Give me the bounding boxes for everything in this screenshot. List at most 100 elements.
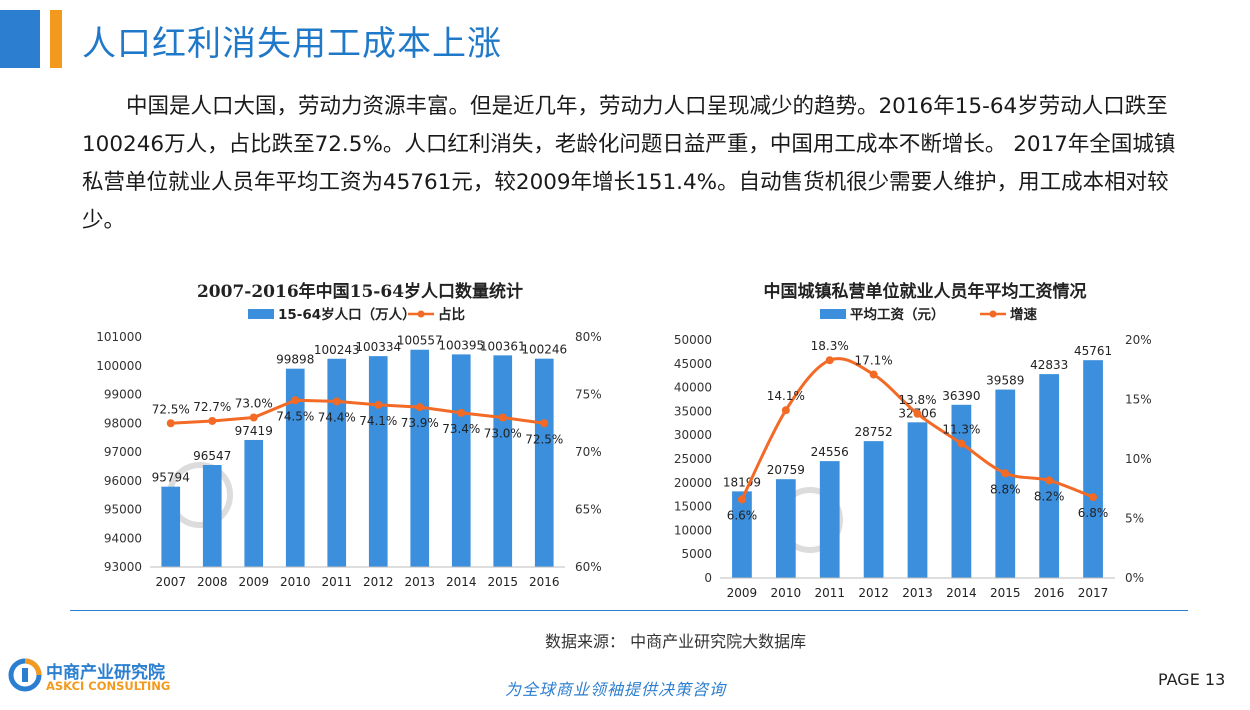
wage-chart-legend-bar-label: 平均工资（元）: [850, 306, 945, 323]
wage-chart-bar-label: 28752: [855, 425, 893, 439]
wage-chart-bar-label: 39589: [986, 374, 1024, 388]
wage-chart-x-tick: 2010: [771, 586, 802, 600]
wage-chart-line-point: [1001, 469, 1010, 478]
wage-chart-y-tick: 45000: [674, 357, 712, 371]
wage-chart-line-label: 8.8%: [990, 482, 1021, 496]
pop-chart-bar: [161, 486, 181, 567]
askci-logo: 中商产业研究院 ASKCI CONSULTING: [8, 658, 178, 694]
data-source: 数据来源： 中商产业研究院大数据库: [545, 632, 807, 651]
wage-chart-legend-line-label: 增速: [1010, 306, 1038, 323]
wage-chart-x-tick: 2009: [727, 586, 758, 600]
pop-chart-bar-label: 100243: [314, 343, 360, 357]
pop-chart-bar: [451, 354, 471, 567]
pop-chart-line-label: 73.0%: [235, 397, 273, 411]
pop-chart-line-label: 73.4%: [442, 422, 480, 436]
pop-chart-y-tick: 94000: [104, 531, 142, 545]
wage-chart-x-tick: 2013: [902, 586, 933, 600]
pop-chart-y2-tick: 80%: [575, 330, 602, 344]
pop-chart-bar-label: 100334: [355, 340, 401, 354]
pop-chart-line-label: 73.9%: [401, 416, 439, 430]
logo-icon: [8, 658, 42, 692]
pop-chart-x-tick: 2013: [404, 575, 435, 589]
pop-chart-bar: [202, 465, 222, 567]
wage-chart-line-point: [1045, 476, 1054, 485]
wage-chart-bar: [995, 389, 1016, 578]
wage-chart-bar-label: 42833: [1030, 358, 1068, 372]
pop-chart-x-tick: 2016: [529, 575, 560, 589]
wage-chart-line-point: [781, 406, 790, 415]
pop-chart-x-tick: 2009: [238, 575, 269, 589]
wage-chart-bar: [1083, 360, 1103, 578]
page-number: PAGE 13: [1158, 670, 1226, 689]
wage-chart-legend-bar-swatch: [820, 309, 846, 319]
wage-chart-y-tick: 10000: [674, 523, 712, 537]
wage-chart-line-point: [869, 370, 878, 379]
wage-chart-line-label: 11.3%: [942, 423, 980, 437]
logo-text-cn: 中商产业研究院: [46, 663, 165, 683]
footer-slogan: 为全球商业领袖提供决策咨询: [505, 680, 727, 699]
wage-chart-y-tick: 40000: [674, 381, 712, 395]
wage-chart-title: 中国城镇私营单位就业人员年平均工资情况: [764, 281, 1087, 302]
wage-chart-line-point: [913, 409, 922, 418]
wage-chart-line-label: 6.6%: [727, 508, 758, 522]
wage-chart-y2-tick: 0%: [1125, 571, 1144, 585]
pop-chart-bar: [244, 439, 264, 567]
pop-chart-bar-label: 96547: [193, 449, 231, 463]
pop-chart-line-point: [374, 400, 383, 409]
pop-chart-line-point: [540, 419, 549, 428]
pop-chart-y-tick: 95000: [104, 503, 142, 517]
pop-chart-y-tick: 93000: [104, 560, 142, 574]
pop-chart-legend-bar-label: 15-64岁人口（万人）: [278, 306, 416, 323]
pop-chart-y-tick: 101000: [96, 330, 142, 344]
pop-chart-y2-tick: 60%: [575, 560, 602, 574]
pop-chart-bar-label: 100246: [521, 343, 567, 357]
pop-chart-line-point: [498, 413, 507, 422]
pop-chart-y2-tick: 70%: [575, 445, 602, 459]
wage-chart-line-point: [825, 356, 834, 365]
pop-chart-legend-line-marker: [417, 310, 425, 318]
body-paragraph: 中国是人口大国，劳动力资源丰富。但是近几年，劳动力人口呈现减少的趋势。2016年…: [82, 94, 1176, 233]
pop-chart-y2-tick: 65%: [575, 503, 602, 517]
wage-chart-y2-tick: 5%: [1125, 512, 1144, 526]
wage-chart-line-point: [957, 439, 966, 448]
pop-chart-x-tick: 2008: [197, 575, 228, 589]
title-accent-bar-orange: [50, 10, 62, 68]
page-title: 人口红利消失用工成本上涨: [82, 24, 502, 64]
pop-chart-x-tick: 2014: [446, 575, 477, 589]
pop-chart-line-point: [415, 403, 424, 412]
wage-chart-bar-label: 20759: [767, 463, 805, 477]
pop-chart-line-series: [170, 398, 545, 425]
wage-chart-y-tick: 35000: [674, 404, 712, 418]
wage-chart-bar-label: 36390: [942, 389, 980, 403]
pop-chart-bar-label: 100557: [397, 334, 443, 348]
pop-chart-line-label: 72.7%: [193, 400, 231, 414]
pop-chart-line-point: [291, 396, 300, 405]
wage-chart-bar-label: 18199: [723, 475, 761, 489]
pop-chart-bar: [410, 349, 430, 567]
pop-chart-x-tick: 2011: [321, 575, 352, 589]
wage-chart-y2-tick: 15%: [1125, 393, 1152, 407]
pop-chart-line-label: 73.0%: [484, 427, 522, 441]
wage-chart-bar: [775, 479, 796, 578]
wage-chart-x-tick: 2017: [1078, 586, 1109, 600]
pop-chart-bar-label: 99898: [276, 353, 314, 367]
pop-chart-x-tick: 2010: [280, 575, 311, 589]
footer-divider: [70, 610, 1188, 611]
pop-chart-y-tick: 100000: [96, 359, 142, 373]
wage-chart-bar: [819, 461, 840, 578]
wage-chart-x-tick: 2012: [858, 586, 889, 600]
wage-chart-bar: [863, 441, 884, 578]
pop-chart-line-point: [457, 408, 466, 417]
wage-chart-y-tick: 5000: [681, 547, 712, 561]
wage-chart-legend-line-marker: [989, 310, 997, 318]
wage-chart-y-tick: 30000: [674, 428, 712, 442]
wage-chart-x-tick: 2015: [990, 586, 1021, 600]
wage-chart-y2-tick: 10%: [1125, 452, 1152, 466]
wage-chart-y-tick: 50000: [674, 333, 712, 347]
title-accent-bar-blue: [0, 10, 40, 68]
wage-chart-y-tick: 0: [704, 571, 712, 585]
pop-chart-y-tick: 96000: [104, 474, 142, 488]
pop-chart-line-point: [249, 413, 258, 422]
pop-chart-bar: [493, 355, 513, 567]
pop-chart-y-tick: 99000: [104, 388, 142, 402]
